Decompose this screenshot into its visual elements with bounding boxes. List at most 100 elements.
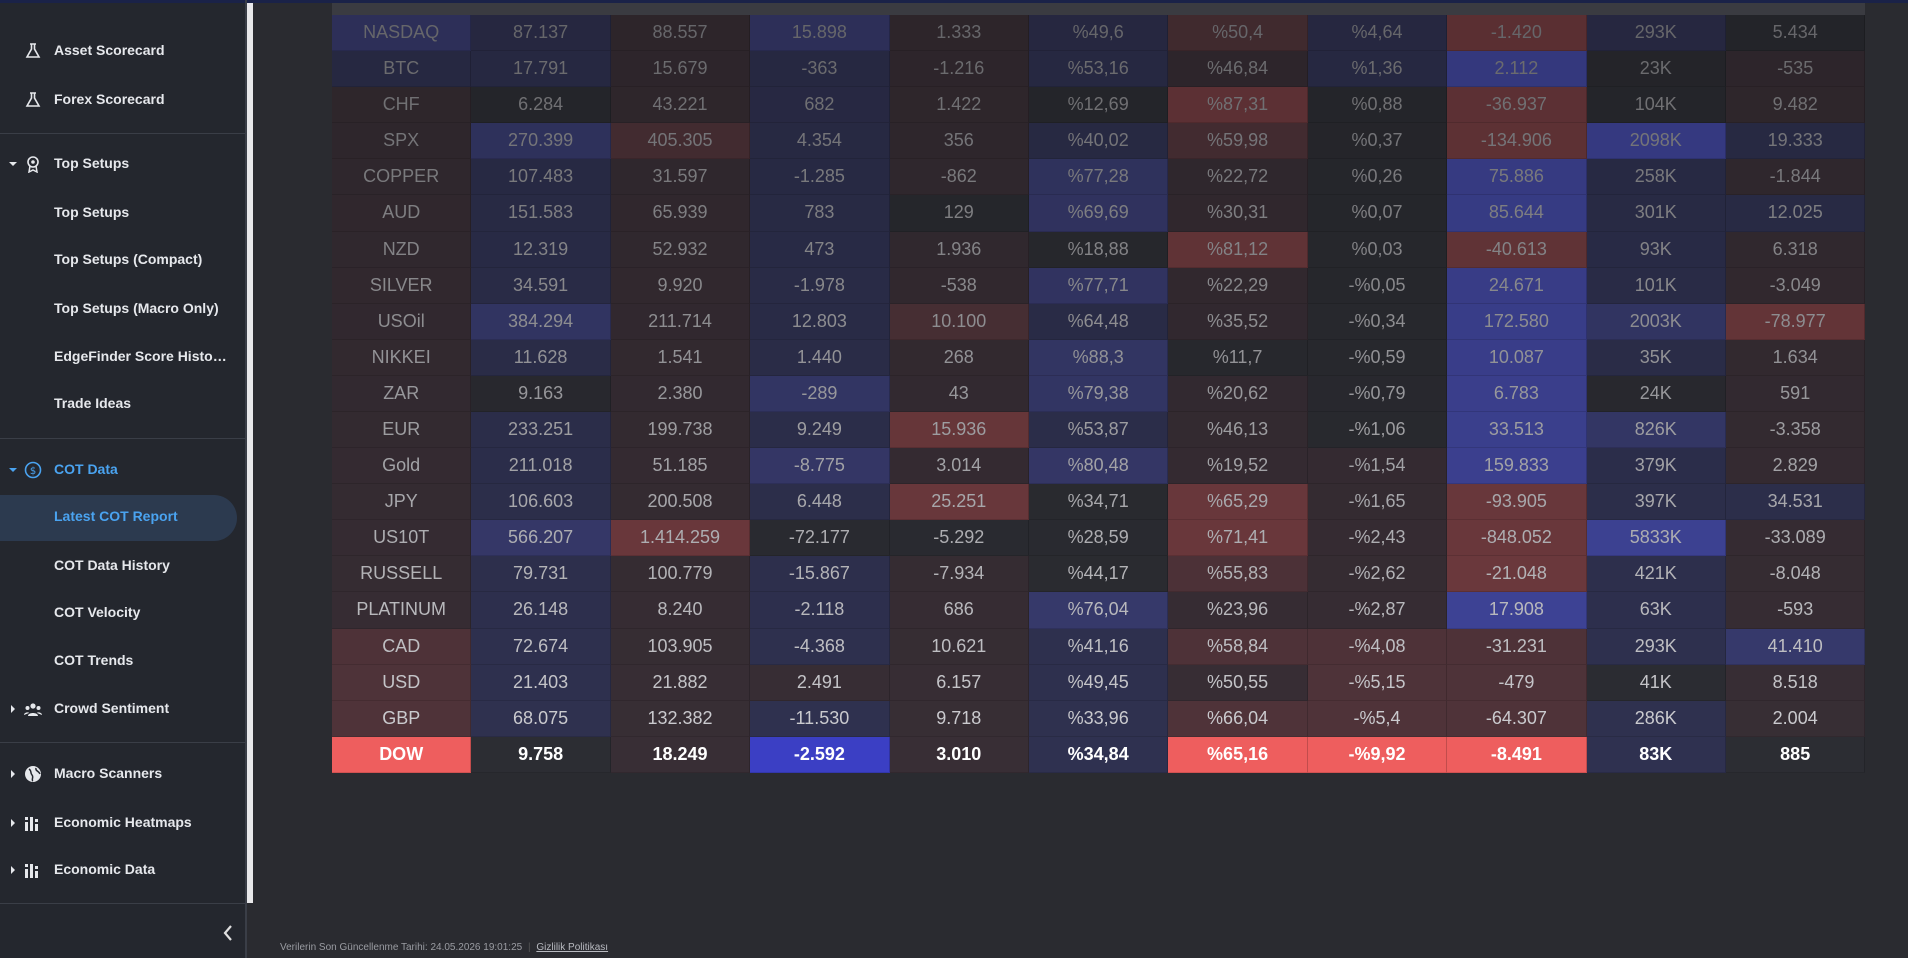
table-cell: 21.882: [610, 664, 751, 701]
nav-item[interactable]: COT Data History: [54, 557, 170, 573]
table-cell: -33.089: [1726, 520, 1866, 557]
nav-item[interactable]: Forex Scorecard: [54, 91, 165, 107]
top-bar: [0, 0, 1908, 3]
nav-item[interactable]: Top Setups: [54, 155, 130, 171]
table-cell: 41.410: [1726, 628, 1866, 665]
nav-item[interactable]: Top Setups (Compact): [54, 251, 203, 267]
table-cell: 151.583: [471, 195, 611, 232]
table-cell: 885: [1726, 736, 1866, 773]
table-cell: 107.483: [471, 159, 611, 196]
table-cell: 421K: [1586, 556, 1726, 593]
table-cell: %12,69: [1029, 87, 1169, 124]
collapse-button[interactable]: [218, 920, 238, 946]
table-cell: 65.939: [610, 195, 751, 232]
table-cell: 41K: [1586, 664, 1726, 701]
table-cell: -%0,79: [1307, 375, 1448, 412]
table-cell: %46,13: [1168, 411, 1308, 449]
nav-item[interactable]: Top Setups: [54, 204, 130, 220]
table-cell: -1.978: [750, 267, 890, 304]
table-cell: -%0,05: [1307, 267, 1448, 304]
separator: [0, 133, 245, 134]
nav-item[interactable]: Trade Ideas: [54, 395, 132, 411]
nav-item[interactable]: COT Velocity: [54, 604, 141, 620]
table-cell: %0,26: [1307, 159, 1448, 196]
nav-item[interactable]: Economic Heatmaps: [54, 814, 192, 830]
table-cell: %80,48: [1029, 448, 1169, 485]
row-name: USD: [332, 664, 472, 701]
table-cell: 826K: [1586, 411, 1726, 449]
table-cell: -1.285: [750, 159, 890, 196]
table-cell: 379K: [1586, 448, 1726, 485]
nav-item[interactable]: Top Setups (Macro Only): [54, 300, 219, 316]
table-cell: 68.075: [471, 700, 611, 737]
table-cell: -%9,92: [1307, 736, 1448, 773]
table-cell: 87.137: [471, 15, 611, 52]
caret: [9, 162, 17, 166]
table-cell: -862: [889, 159, 1029, 196]
table-cell: 233.251: [471, 411, 611, 449]
table-cell: -4.368: [750, 628, 890, 665]
table-cell: 6.157: [889, 664, 1029, 701]
table-cell: 8.240: [610, 592, 751, 629]
table-cell: 356: [889, 123, 1029, 160]
table-cell: %18,88: [1029, 231, 1169, 268]
table-cell: 43: [889, 375, 1029, 412]
table-cell: %88,3: [1029, 339, 1169, 376]
nav-item[interactable]: Latest COT Report: [54, 508, 178, 524]
row-name: NASDAQ: [332, 15, 472, 52]
nav-item[interactable]: COT Trends: [54, 652, 134, 668]
table-cell: 1.634: [1726, 339, 1866, 376]
sidebar-border: [245, 0, 247, 958]
table-cell: %34,84: [1029, 736, 1169, 773]
table-cell: %66,04: [1168, 700, 1308, 737]
nav-item[interactable]: EdgeFinder Score Histo…: [54, 348, 227, 364]
nav-item[interactable]: Macro Scanners: [54, 765, 163, 781]
privacy-link[interactable]: Gizlilik Politikası: [536, 942, 609, 953]
table-cell: -11.530: [750, 700, 890, 737]
table-cell: 2.491: [750, 664, 890, 701]
table-cell: -64.307: [1447, 700, 1587, 737]
table-cell: -535: [1726, 51, 1866, 88]
nav-icon: $: [24, 461, 42, 479]
table-cell: -479: [1447, 664, 1587, 701]
table-cell: -8.775: [750, 448, 890, 485]
table-cell: %81,12: [1168, 231, 1308, 268]
table-cell: 2.829: [1726, 448, 1866, 485]
table-cell: 1.541: [610, 339, 751, 376]
table-cell: 101K: [1586, 267, 1726, 304]
table-cell: 72.674: [471, 628, 611, 665]
table-cell: %46,84: [1168, 51, 1308, 88]
nav-item[interactable]: Economic Data: [54, 861, 156, 877]
table-cell: %22,29: [1168, 267, 1308, 304]
table-cell: 75.886: [1447, 159, 1587, 196]
nav-item[interactable]: COT Data: [54, 461, 118, 477]
table-cell: -%5,4: [1307, 700, 1448, 737]
nav-item[interactable]: Crowd Sentiment: [54, 700, 170, 716]
row-name: EUR: [332, 411, 472, 449]
table-cell: 2.380: [610, 375, 751, 412]
table-cell: %65,16: [1168, 736, 1308, 773]
table-cell: -%2,87: [1307, 592, 1448, 629]
caret: [11, 770, 15, 778]
icon: [25, 766, 41, 782]
table-cell: 1.936: [889, 231, 1029, 268]
table-cell: 286K: [1586, 700, 1726, 737]
nav-icon: [24, 700, 42, 718]
table-cell: 9.163: [471, 375, 611, 412]
nav-icon: [24, 765, 42, 783]
nav-icon: [24, 91, 42, 109]
nav-item[interactable]: Asset Scorecard: [54, 42, 165, 58]
table-cell: -289: [750, 375, 890, 412]
table-cell: -1.844: [1726, 159, 1866, 196]
table-cell: %50,4: [1168, 15, 1308, 52]
table-cell: -5.292: [889, 520, 1029, 557]
table-cell: -%2,43: [1307, 520, 1448, 557]
row-name: BTC: [332, 51, 472, 88]
table-cell: -%0,34: [1307, 303, 1448, 340]
table-cell: -%1,54: [1307, 448, 1448, 485]
table-cell: -15.867: [750, 556, 890, 593]
table-cell: 270.399: [471, 123, 611, 160]
table-cell: -593: [1726, 592, 1866, 629]
icon: [25, 92, 41, 107]
